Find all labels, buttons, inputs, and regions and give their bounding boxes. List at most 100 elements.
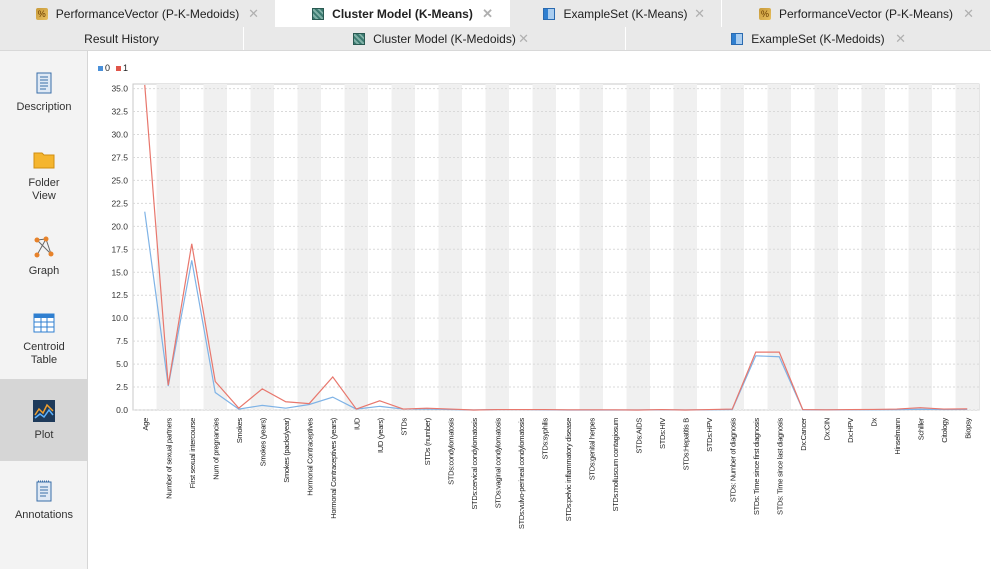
result-tabs-secondary: Result History Cluster Model (K-Medoids)…	[0, 27, 991, 51]
sidebar-item-folder-view[interactable]: Folder View	[0, 147, 88, 207]
sidebar-item-plot[interactable]: Plot	[0, 379, 88, 461]
legend-label: 1	[123, 63, 129, 73]
close-icon[interactable]: ✕	[895, 30, 906, 46]
x-tick-label: STDs:vaginal condylomatosis	[493, 417, 502, 508]
tab-performancevector-p-k-means[interactable]: % PerformanceVector (P-K-Means) ✕	[722, 0, 991, 27]
y-tick-label: 30.0	[111, 130, 128, 140]
legend-swatch	[116, 66, 122, 71]
tab-exampleset-k-medoids[interactable]: ExampleSet (K-Medoids) ✕	[626, 27, 991, 50]
x-tick-label: Num of pregnancies	[211, 417, 220, 479]
x-tick-label: STDs: Time since first diagnosis	[752, 417, 761, 515]
close-icon[interactable]: ✕	[694, 5, 705, 21]
sidebar-item-label: Description	[16, 101, 72, 113]
sidebar-item-graph[interactable]: Graph	[0, 235, 88, 283]
x-tick-label: Schiller	[916, 417, 925, 440]
performance-icon: %	[35, 7, 48, 20]
x-tick-label: STDs:Hepatitis B	[681, 418, 690, 471]
x-tick-label: Smokes	[235, 417, 244, 443]
y-tick-label: 15.0	[111, 267, 128, 277]
y-tick-label: 2.5	[116, 382, 128, 392]
plot-icon	[33, 399, 55, 422]
x-tick-label: Age	[141, 418, 150, 431]
category-band	[297, 84, 321, 410]
category-band	[814, 84, 838, 410]
x-tick-label: IUD (years)	[376, 417, 385, 453]
sidebar-item-label: Graph	[28, 265, 60, 277]
close-icon[interactable]: ✕	[518, 30, 529, 46]
x-tick-label: STDs:HPV	[705, 418, 714, 452]
category-band	[203, 84, 227, 410]
category-band	[438, 84, 462, 410]
performance-icon: %	[758, 7, 771, 20]
y-tick-label: 17.5	[111, 244, 128, 254]
x-tick-label: IUD	[352, 417, 361, 430]
tab-exampleset-k-means[interactable]: ExampleSet (K-Means) ✕	[510, 0, 722, 27]
x-tick-label: STDs:pelvic inflammatory disease	[564, 418, 573, 521]
category-band	[485, 84, 509, 410]
exampleset-icon	[543, 7, 556, 20]
tab-label: ExampleSet (K-Means)	[563, 6, 688, 21]
x-tick-label: STDs	[399, 417, 408, 435]
x-tick-label: Hormonal Contraceptives	[305, 417, 314, 495]
tab-cluster-model-k-means[interactable]: Cluster Model (K-Means) ✕	[276, 0, 510, 27]
x-tick-label: STDs:condylomatosis	[446, 417, 455, 484]
tab-label: Cluster Model (K-Means)	[332, 6, 473, 21]
close-icon[interactable]: ✕	[248, 5, 259, 21]
category-band	[767, 84, 791, 410]
category-band	[673, 84, 697, 410]
sidebar-item-centroid-table[interactable]: Centroid Table	[0, 311, 88, 371]
tab-label: Cluster Model (K-Medoids)	[373, 31, 516, 46]
tab-result-history[interactable]: Result History	[0, 27, 244, 50]
category-band	[391, 84, 415, 410]
y-tick-label: 7.5	[116, 336, 128, 346]
x-tick-label: STDs:molluscum contagiosum	[611, 418, 620, 512]
x-tick-label: Hinselmann	[893, 418, 902, 455]
x-tick-label: Hormonal Contraceptives (years)	[329, 417, 338, 519]
x-tick-label: Dx:CIN	[822, 418, 831, 440]
x-tick-label: STDs:vulvo-perineal condylomatosis	[517, 417, 526, 529]
x-tick-label: STDs:genital herpes	[587, 417, 596, 480]
category-band	[344, 84, 368, 410]
table-icon	[33, 313, 55, 333]
x-tick-label: Dx	[869, 417, 878, 426]
x-tick-label: Smokes (packs/year)	[282, 417, 291, 483]
cluster-icon	[353, 32, 366, 45]
y-tick-label: 22.5	[111, 198, 128, 208]
result-tabs-primary: % PerformanceVector (P-K-Medoids) ✕ Clus…	[0, 0, 991, 27]
x-tick-label: Number of sexual partners	[164, 417, 173, 498]
tab-cluster-model-k-medoids[interactable]: Cluster Model (K-Medoids) ✕	[244, 27, 626, 50]
y-tick-label: 12.5	[111, 290, 128, 300]
category-band	[250, 84, 274, 410]
x-tick-label: STDs:AIDS	[634, 418, 643, 454]
close-icon[interactable]: ✕	[482, 5, 493, 21]
line-chart: 0.0 2.5 5.0 7.5 10.0 12.5 15.0 17.5 20.0 22.5 25.0…	[111, 83, 980, 529]
tab-label: PerformanceVector (P-K-Means)	[778, 6, 954, 21]
category-band	[532, 84, 556, 410]
category-band	[579, 84, 603, 410]
legend-label: 0	[105, 63, 111, 73]
y-tick-label: 32.5	[111, 107, 128, 117]
tab-performancevector-p-k-medoids[interactable]: % PerformanceVector (P-K-Medoids) ✕	[0, 0, 276, 27]
y-tick-label: 0.0	[116, 405, 128, 415]
category-band	[626, 84, 650, 410]
x-tick-label: Biopsy	[963, 417, 972, 438]
y-tick-label: 35.0	[111, 84, 128, 94]
x-tick-label: STDs:cervical condylomatosis	[470, 417, 479, 509]
sidebar-item-description[interactable]: Description	[0, 71, 88, 131]
legend-item-0[interactable]: 0	[98, 63, 110, 73]
sidebar-item-annotations[interactable]: Annotations	[0, 479, 88, 527]
view-sidebar: Description Folder View Graph Centroid T…	[0, 51, 88, 569]
x-tick-label: Citology	[940, 417, 949, 442]
x-tick-label: STDs (number)	[423, 417, 432, 465]
graph-icon	[34, 236, 54, 258]
category-band	[908, 84, 932, 410]
sidebar-item-label: Folder View	[28, 177, 60, 202]
folder-icon	[33, 152, 55, 169]
x-tick-label: STDs:syphilis	[540, 417, 549, 459]
description-icon	[36, 72, 52, 94]
x-tick-label: Smokes (years)	[258, 417, 267, 466]
x-tick-label: First sexual intercourse	[188, 418, 197, 488]
exampleset-icon	[731, 32, 744, 45]
legend-item-1[interactable]: 1	[116, 63, 128, 73]
close-icon[interactable]: ✕	[963, 5, 974, 21]
